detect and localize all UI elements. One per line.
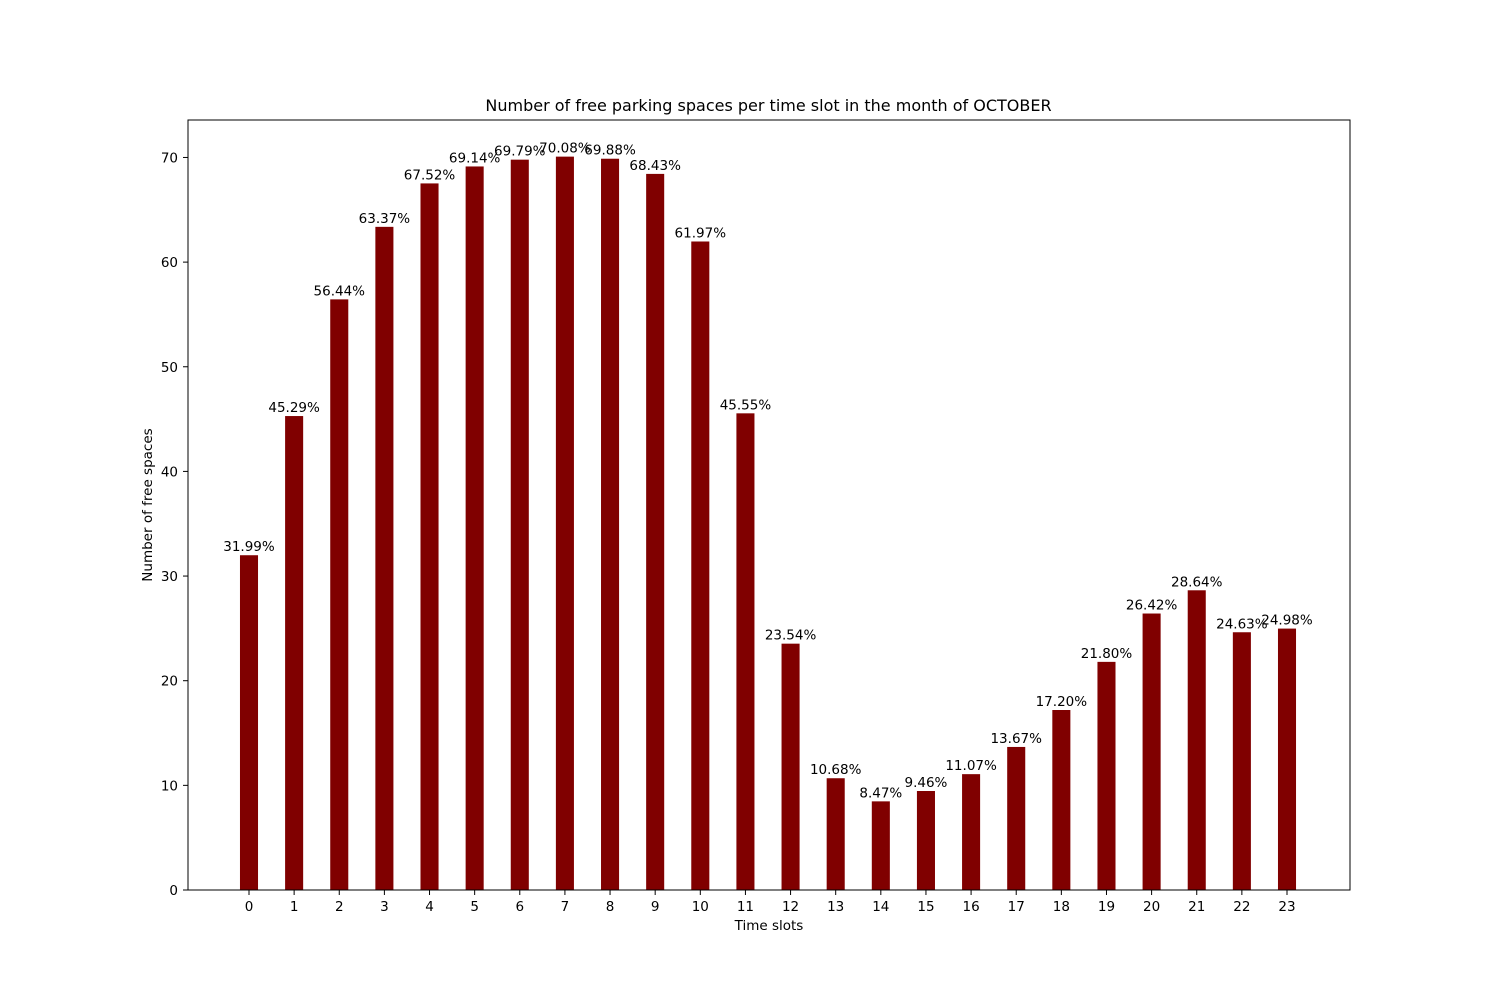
bar-data-label: 17.20% <box>1036 694 1088 710</box>
bar <box>1277 628 1297 890</box>
x-tick-label: 15 <box>917 899 934 915</box>
x-tick-label: 9 <box>651 899 660 915</box>
bar-data-label: 9.46% <box>905 775 948 791</box>
y-tick-label: 40 <box>161 464 178 480</box>
bar <box>826 778 845 890</box>
x-tick-label: 8 <box>606 899 615 915</box>
bar <box>736 413 755 890</box>
bar <box>962 774 981 890</box>
bar-data-label: 26.42% <box>1126 598 1178 614</box>
x-tick-label: 3 <box>380 899 389 915</box>
bar <box>285 416 304 890</box>
bar <box>555 156 574 890</box>
bar <box>1052 710 1071 890</box>
bar-data-label: 63.37% <box>359 211 411 227</box>
bar <box>601 158 620 891</box>
y-tick-label: 50 <box>161 360 178 376</box>
plot-area: 0 10 20 30 40 50 60 70 0 31.99% 1 45.29% 2 56.44% 3 63.… <box>161 141 1313 915</box>
x-tick-label: 11 <box>737 899 754 915</box>
bar-data-label: 56.44% <box>314 283 366 299</box>
bar <box>465 166 484 890</box>
y-tick-label: 30 <box>161 569 178 585</box>
bar <box>646 173 665 890</box>
x-tick-label: 10 <box>692 899 709 915</box>
bar-data-label: 31.99% <box>223 539 275 555</box>
x-tick-label: 18 <box>1053 899 1070 915</box>
x-tick-label: 23 <box>1278 899 1295 915</box>
bar-data-label: 11.07% <box>945 758 997 774</box>
bar <box>239 555 259 890</box>
bar-data-label: 13.67% <box>990 731 1042 747</box>
y-tick-label: 10 <box>161 778 178 794</box>
bar-data-label: 23.54% <box>765 628 817 644</box>
bar-data-label: 24.63% <box>1216 616 1268 632</box>
y-axis-label: Number of free spaces <box>140 428 156 581</box>
bar <box>916 791 935 890</box>
bar-data-label: 10.68% <box>810 762 862 778</box>
x-tick-label: 2 <box>335 899 344 915</box>
x-tick-label: 12 <box>782 899 799 915</box>
x-tick-label: 4 <box>425 899 434 915</box>
x-tick-label: 20 <box>1143 899 1160 915</box>
bar-data-label: 8.47% <box>859 785 902 801</box>
bar <box>420 183 439 890</box>
bar-data-label: 45.29% <box>268 400 320 416</box>
bar <box>871 801 890 890</box>
x-tick-label: 13 <box>827 899 844 915</box>
bar-data-label: 28.64% <box>1171 574 1223 590</box>
x-tick-label: 21 <box>1188 899 1205 915</box>
bar <box>1097 661 1116 890</box>
x-tick-label: 1 <box>290 899 299 915</box>
x-tick-label: 14 <box>872 899 889 915</box>
bar <box>1142 613 1161 890</box>
bar <box>1187 590 1206 890</box>
bar-data-label: 69.14% <box>449 150 501 166</box>
x-tick-label: 5 <box>470 899 479 915</box>
chart-title: Number of free parking spaces per time s… <box>485 96 1051 115</box>
x-tick-label: 17 <box>1008 899 1025 915</box>
bar-data-label: 68.43% <box>629 158 681 174</box>
bar-data-label: 45.55% <box>720 397 772 413</box>
x-tick-label: 22 <box>1233 899 1250 915</box>
bar-data-label: 69.79% <box>494 144 546 160</box>
x-tick-label: 16 <box>962 899 979 915</box>
bar-data-label: 69.88% <box>584 143 636 159</box>
bar <box>1007 746 1026 890</box>
x-tick-label: 0 <box>245 899 254 915</box>
bar-data-label: 24.98% <box>1261 613 1313 629</box>
bar <box>510 159 529 890</box>
bar <box>375 226 394 891</box>
bar <box>1232 632 1251 890</box>
bar <box>691 241 710 890</box>
x-tick-label: 19 <box>1098 899 1115 915</box>
y-tick-label: 60 <box>161 255 178 271</box>
bar-data-label: 21.80% <box>1081 646 1133 662</box>
x-tick-label: 6 <box>515 899 524 915</box>
bar-data-label: 67.52% <box>404 167 456 183</box>
y-tick-label: 20 <box>161 674 178 690</box>
x-tick-label: 7 <box>561 899 570 915</box>
y-tick-label: 0 <box>169 883 178 899</box>
bar <box>330 299 349 890</box>
bar <box>781 643 800 890</box>
y-tick-label: 70 <box>161 150 178 166</box>
bar-data-label: 70.08% <box>539 141 591 157</box>
bar-data-label: 61.97% <box>675 225 727 241</box>
x-axis-label: Time slots <box>734 918 804 934</box>
axes-frame <box>187 119 1351 891</box>
